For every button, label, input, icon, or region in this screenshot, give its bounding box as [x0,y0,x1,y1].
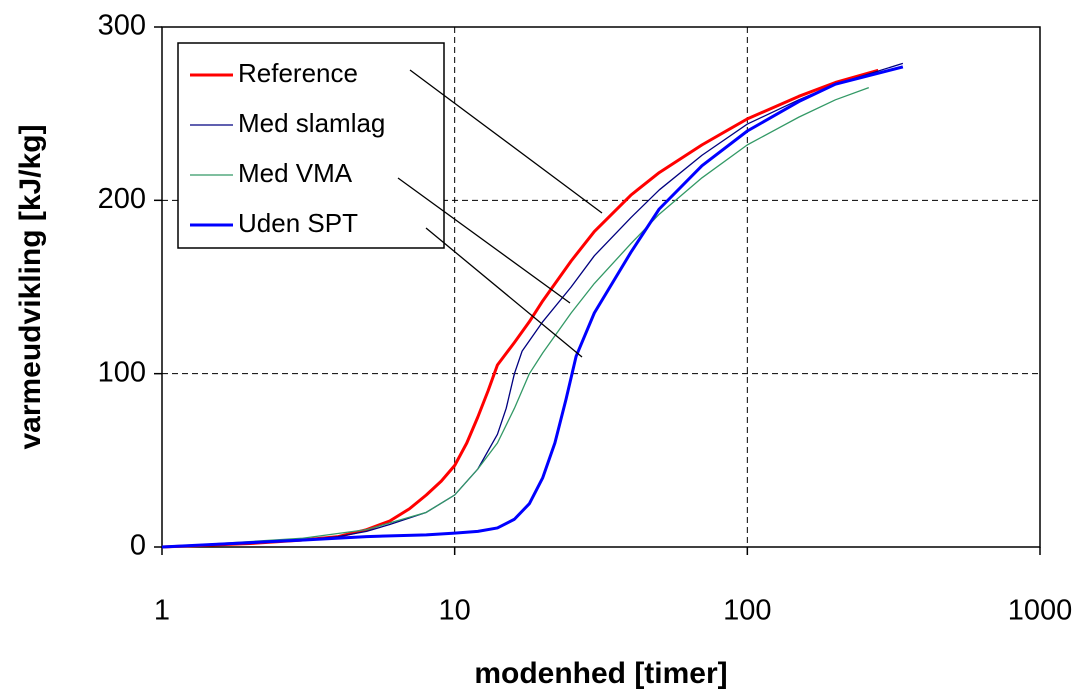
legend: Reference Med slamlag Med VMA Uden SPT [177,42,445,249]
y-tick-label: 100 [98,356,146,388]
leader-line [409,69,603,214]
grid [154,26,1041,555]
x-axis-label: modenhed [timer] [474,657,727,690]
legend-box [177,42,445,249]
x-tick-label: 10 [439,595,471,627]
legend-label: Reference [238,58,358,88]
legend-label: Med VMA [238,158,353,188]
leader-line [397,177,571,304]
x-tick-label: 1 [154,595,170,627]
x-tick-label: 100 [723,595,771,627]
legend-label: Med slamlag [238,108,385,138]
leader-line [425,227,583,358]
series-line [161,87,870,548]
y-tick-label: 200 [98,183,146,215]
y-tick-label: 0 [130,530,146,562]
x-tick-label: 1000 [1008,595,1073,627]
y-tick-label: 300 [98,10,146,42]
lines [161,62,904,549]
series-line [161,65,904,549]
leader-lines [397,69,603,358]
series-line [161,62,904,548]
legend-label: Uden SPT [238,208,358,238]
y-axis-label: varmeudvikling [kJ/kg] [14,124,47,449]
